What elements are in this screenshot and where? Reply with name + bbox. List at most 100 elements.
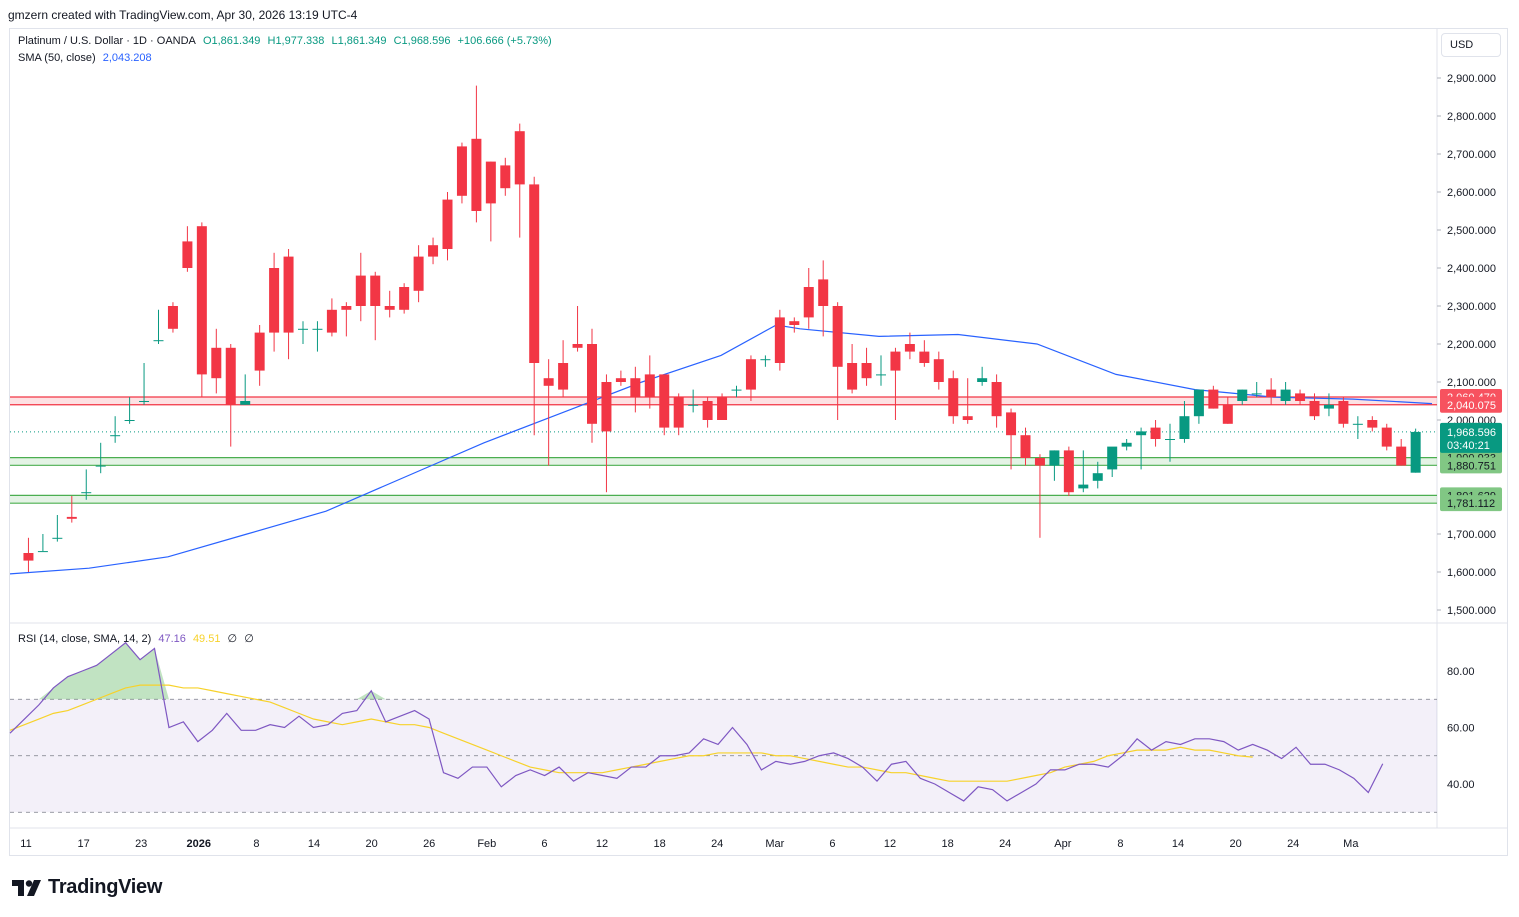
candle-down (514, 131, 525, 185)
candle-up (1107, 446, 1118, 470)
sma-legend[interactable]: SMA (50, close) 2,043.208 (18, 52, 156, 64)
price-line-tag (1440, 396, 1502, 413)
symbol-legend[interactable]: Platinum / U.S. Dollar · 1D · OANDA O1,8… (18, 35, 556, 47)
candle-up (52, 537, 63, 539)
price-tick-label: 2,700.000 (1447, 149, 1496, 161)
candle-up (1193, 389, 1204, 417)
candle-up (240, 401, 251, 405)
rsi-line (9, 641, 1384, 802)
time-tick-label: 24 (1287, 838, 1299, 850)
candle-down (890, 351, 901, 371)
candle-down (1338, 401, 1349, 424)
candle-down (1266, 389, 1277, 398)
candle-down (370, 275, 381, 306)
candle-down (1034, 458, 1045, 466)
candle-up (81, 492, 92, 494)
price-line-tag (1440, 457, 1502, 474)
price-line-tag (1440, 495, 1502, 512)
candle-down (485, 161, 496, 204)
candle-down (601, 382, 612, 432)
close-value: C1,968.596 (393, 35, 451, 47)
candle-down (644, 374, 655, 398)
candle-down (1309, 401, 1320, 417)
candle-down (587, 344, 597, 424)
candle-down (1222, 404, 1233, 424)
support-zone-upper (10, 457, 1437, 466)
price-tick-label: 1,700.000 (1447, 529, 1496, 541)
low-value: L1,861.349 (331, 35, 387, 47)
candle-down (630, 378, 641, 398)
candle-down (384, 306, 395, 310)
candle-down (673, 397, 684, 428)
candle-down (1381, 427, 1392, 447)
candle-down (500, 165, 511, 189)
rsi-tick-label: 40.00 (1447, 779, 1475, 791)
candle-down (572, 344, 583, 348)
candle-up (1237, 389, 1248, 401)
rsi-legend[interactable]: RSI (14, close, SMA, 14, 2) 47.16 49.51 … (18, 632, 258, 645)
time-tick-label: 23 (135, 838, 147, 850)
price-tick-label: 1,600.000 (1447, 567, 1496, 579)
price-line-label: 1,880.751 (1447, 460, 1496, 472)
last-price-tag (1440, 422, 1502, 453)
candle-up (760, 359, 771, 361)
candle-down (456, 146, 467, 196)
candle-down (745, 359, 756, 390)
candle-down (182, 241, 193, 268)
symbol-name[interactable]: Platinum / U.S. Dollar · 1D · OANDA (18, 35, 196, 47)
candle-up (876, 374, 886, 376)
candle-down (1063, 450, 1074, 493)
time-tick-label: 24 (711, 838, 723, 850)
chart-frame[interactable] (9, 28, 1508, 856)
candle-down (832, 306, 843, 367)
footer-brand[interactable]: TradingView (12, 876, 162, 899)
candle-down (341, 306, 352, 310)
candle-down (962, 416, 973, 420)
candle-down (1367, 420, 1378, 428)
sma-label[interactable]: SMA (50, close) (18, 52, 96, 64)
price-tick-label: 2,500.000 (1447, 225, 1496, 237)
candle-down (847, 363, 858, 390)
candle-down (919, 351, 930, 363)
candle-down (413, 256, 424, 291)
candle-down (428, 245, 439, 257)
time-tick-label: 6 (829, 838, 835, 850)
candle-down (529, 184, 540, 363)
candle-down (904, 344, 915, 352)
rsi-label[interactable]: RSI (14, close, SMA, 14, 2) (18, 633, 152, 645)
candle-down (442, 199, 453, 249)
candle-down (948, 378, 959, 417)
time-tick-label: 24 (999, 838, 1011, 850)
candle-down (355, 275, 366, 306)
candle-up (312, 328, 323, 330)
candle-up (1179, 416, 1190, 439)
candle-up (110, 435, 121, 437)
time-tick-label: 17 (77, 838, 89, 850)
candle-up (1049, 450, 1060, 466)
time-tick-label: 8 (1117, 838, 1123, 850)
candle-down (211, 347, 222, 379)
time-tick-label: Mar (765, 838, 784, 850)
candle-up (37, 551, 48, 553)
price-tick-label: 2,400.000 (1447, 263, 1496, 275)
candle-up (124, 420, 135, 421)
currency-selector[interactable]: USD (1441, 33, 1501, 57)
candle-up (1121, 442, 1132, 447)
candle-up (1136, 431, 1147, 436)
candle-up (95, 465, 106, 467)
time-tick-label: 20 (1229, 838, 1241, 850)
time-tick-label: 18 (653, 838, 665, 850)
candle-down (774, 317, 785, 363)
price-tick-label: 1,500.000 (1447, 605, 1496, 617)
candle-down (543, 378, 554, 386)
time-tick-label: 18 (941, 838, 953, 850)
candle-down (991, 382, 1002, 417)
candle-up (1092, 473, 1103, 481)
tradingview-logo-icon (12, 879, 41, 896)
price-line-label: 2,040.075 (1447, 400, 1496, 412)
candle-down (399, 287, 410, 310)
candle-down (1295, 393, 1306, 401)
candle-down (1150, 427, 1161, 439)
candle-up (1323, 404, 1334, 409)
